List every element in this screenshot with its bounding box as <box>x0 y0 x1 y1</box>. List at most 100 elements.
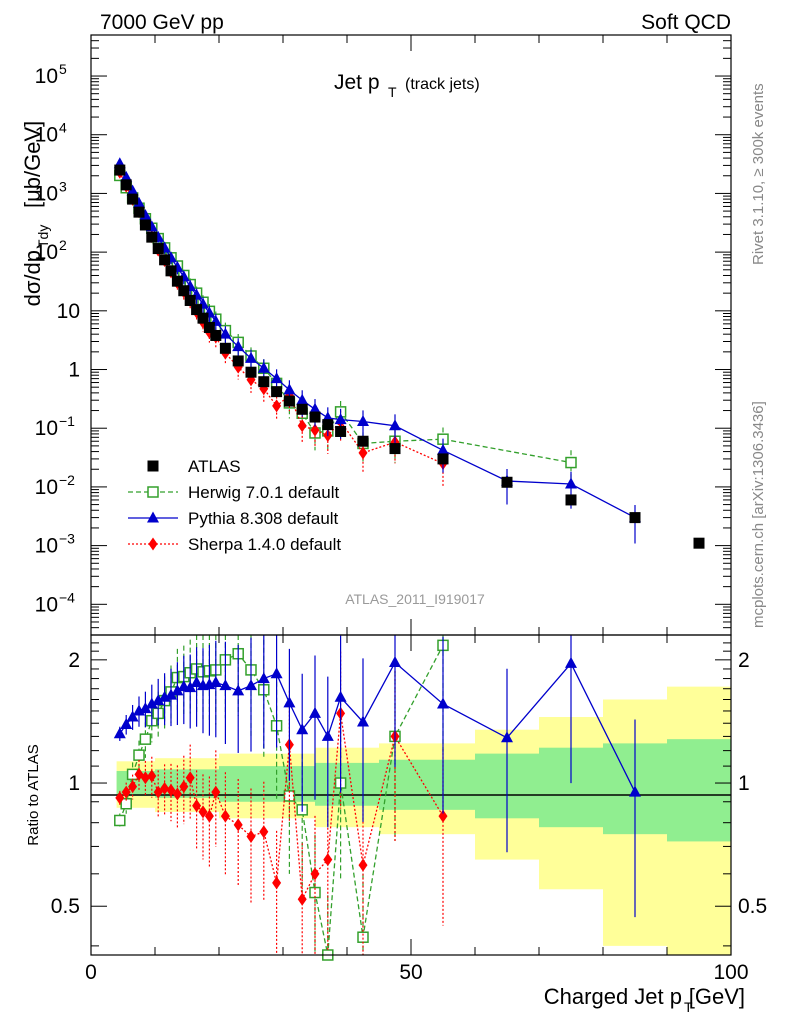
data-point-atlas <box>197 312 209 324</box>
ratio-point-sherpa <box>259 825 269 839</box>
data-point-pythia <box>283 383 296 395</box>
ratio-band-green <box>315 762 379 806</box>
ratio-point-sherpa <box>246 830 256 844</box>
legend-marker-pythia <box>147 511 159 523</box>
ratio-point-sherpa <box>128 780 138 794</box>
data-point-pythia <box>245 351 257 363</box>
ratio-point-sherpa <box>211 785 221 799</box>
data-point-atlas <box>184 294 196 306</box>
y-tick-label: 10 <box>35 65 58 88</box>
ratio-point-sherpa <box>438 809 448 823</box>
legend-marker-sherpa <box>148 537 158 551</box>
ratio-point-pythia <box>565 656 577 668</box>
data-point-atlas <box>271 386 283 398</box>
data-point-atlas <box>389 443 401 455</box>
ratio-point-herwig <box>139 733 152 745</box>
ratio-tick-label-right: 2 <box>738 649 750 672</box>
y-tick-label-exponent: 5 <box>59 61 67 77</box>
y-tick-label: 1 <box>68 359 80 382</box>
chart-title-suffix: (track jets) <box>405 76 480 93</box>
ratio-point-pythia <box>357 715 369 727</box>
ratio-point-pythia <box>501 731 513 743</box>
ratio-point-pythia <box>139 702 152 714</box>
x-axis-label: Charged Jet p T [GeV] <box>544 984 745 1015</box>
ratio-tick-label-left: 2 <box>68 649 80 672</box>
y-tick-label: 10 <box>35 124 58 147</box>
ratio-point-sherpa <box>297 892 307 906</box>
legend-item-pythia: Pythia 8.308 default <box>128 509 339 528</box>
ratio-point-pythia <box>165 688 177 700</box>
legend-item-herwig: Herwig 7.0.1 default <box>128 483 339 502</box>
chart-title-sub: T <box>388 84 397 100</box>
data-point-atlas <box>133 206 145 218</box>
data-point-pythia <box>133 196 145 208</box>
ratio-tick-label-left: 0.5 <box>51 895 80 918</box>
data-point-atlas <box>127 193 139 205</box>
ratio-point-pythia <box>190 676 203 688</box>
ratio-point-sherpa <box>179 780 189 794</box>
x-axis-label-sub: T <box>684 999 693 1015</box>
legend-marker-herwig <box>147 486 159 498</box>
y-tick-label: 10 <box>35 593 58 616</box>
data-point-atlas <box>245 366 257 378</box>
ratio-point-sherpa <box>147 769 157 783</box>
ratio-point-pythia <box>296 723 309 735</box>
ratio-point-sherpa <box>220 809 230 823</box>
ratio-point-herwig <box>114 814 126 827</box>
data-point-pythia <box>565 477 577 489</box>
data-point-atlas <box>309 411 321 423</box>
chart-title: Jet p T (track jets) <box>334 71 480 100</box>
legend-item-sherpa: Sherpa 1.4.0 default <box>128 535 341 554</box>
data-point-pythia <box>296 393 309 405</box>
ratio-point-pythia <box>145 697 158 709</box>
data-point-pythia <box>357 415 369 427</box>
data-point-atlas <box>146 231 158 243</box>
x-tick-label: 0 <box>85 961 97 984</box>
header-right: Soft QCD <box>641 11 731 34</box>
data-point-atlas <box>171 275 183 287</box>
ratio-point-sherpa <box>115 791 125 805</box>
data-point-atlas <box>232 355 244 367</box>
ratio-point-sherpa <box>140 771 150 785</box>
data-point-pythia <box>334 413 347 425</box>
x-axis-label-main: Charged Jet p <box>544 984 682 1009</box>
data-point-pythia <box>120 170 133 182</box>
ratio-point-pythia <box>184 681 197 693</box>
ratio-point-pythia <box>113 727 126 739</box>
x-tick-label: 100 <box>713 961 748 984</box>
ratio-point-pythia <box>171 684 184 696</box>
ratio-panel: 2 2 1 1 0.5 0.5 0 50 100 <box>51 634 767 984</box>
data-point-atlas <box>152 243 164 255</box>
data-point-atlas <box>120 179 132 191</box>
data-point-pythia <box>389 419 401 431</box>
ratio-point-pythia <box>437 697 449 709</box>
series-atlas <box>114 164 705 549</box>
legend: ATLAS Herwig 7.0.1 default Pythia 8.308 de… <box>128 457 341 554</box>
data-point-atlas <box>565 494 577 506</box>
ratio-point-pythia <box>629 785 641 797</box>
side-label-rivet: Rivet 3.1.10, ≥ 300k events <box>750 83 767 265</box>
y-tick-label-exponent: −3 <box>59 531 75 547</box>
ratio-point-pythia <box>321 729 334 741</box>
data-point-atlas <box>357 435 369 447</box>
data-point-atlas <box>258 376 270 388</box>
data-point-atlas <box>191 304 203 316</box>
data-point-atlas <box>693 537 705 549</box>
y-tick-label: 10 <box>35 182 58 205</box>
data-point-atlas <box>114 164 126 176</box>
ratio-axis-label: Ratio to ATLAS <box>25 744 42 845</box>
y-axis-label-units: [μb/GeV] <box>20 121 45 208</box>
y-tick-label-exponent: 2 <box>59 237 67 253</box>
legend-item-atlas: ATLAS <box>147 457 241 476</box>
ratio-line-herwig <box>119 645 444 956</box>
header-left: 7000 GeV pp <box>100 11 224 34</box>
y-tick-label: 10 <box>35 476 58 499</box>
y-axis-label-sub: Tdy <box>35 225 51 248</box>
data-point-atlas <box>139 219 151 231</box>
data-point-atlas <box>501 476 513 488</box>
data-point-atlas <box>296 403 308 415</box>
data-point-pythia <box>219 327 232 339</box>
data-point-pythia <box>232 340 245 352</box>
y-tick-label: 10 <box>35 417 58 440</box>
